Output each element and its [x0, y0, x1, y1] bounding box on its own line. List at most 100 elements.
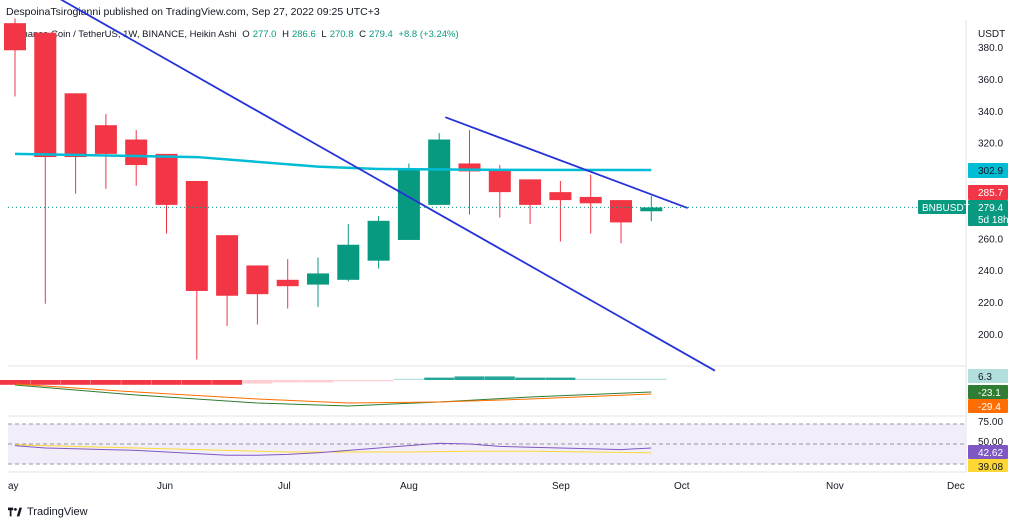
histogram-bar	[60, 380, 91, 385]
candles-layer	[4, 18, 663, 360]
symbol-name[interactable]: Binance Coin / TetherUS, 1W, BINANCE, He…	[14, 29, 237, 40]
rsi-tick-75: 75.00	[978, 417, 1003, 428]
candle-body	[155, 153, 178, 205]
candle-body	[367, 220, 390, 261]
footer: TradingView	[8, 506, 88, 518]
symbol-badge: BNBUSDT	[922, 203, 970, 214]
macd-line	[14, 384, 652, 407]
overlays-layer	[8, 0, 966, 372]
rsi-line	[14, 442, 652, 456]
histogram-bar	[454, 376, 485, 380]
candle-body	[337, 244, 360, 280]
price-tick: 240.0	[978, 266, 1003, 277]
price-axis[interactable]: USDT 380.0 360.0 340.0 320.0 260.0 240.0 220.0 2…	[918, 29, 1009, 473]
candle-body	[549, 192, 572, 201]
histogram-bar	[242, 380, 273, 384]
histogram-bar	[181, 380, 212, 385]
time-label: Nov	[826, 481, 844, 492]
moving-average-line	[14, 152, 652, 172]
candle-body	[185, 180, 208, 291]
trendline[interactable]	[444, 116, 688, 209]
time-axis[interactable]: ay Jun Jul Aug Sep Oct Nov Dec	[8, 481, 965, 492]
histogram-bar	[333, 380, 364, 382]
histogram-bar	[515, 377, 546, 380]
histogram-bar	[393, 378, 424, 380]
close-label: C	[359, 29, 366, 40]
high-price-badge-bg	[968, 185, 1008, 200]
candle-body	[125, 139, 148, 166]
candle-body	[64, 93, 87, 158]
histogram-layer	[0, 376, 667, 407]
high-label: H	[282, 29, 289, 40]
candle-body	[246, 265, 269, 295]
close-value: 279.4	[369, 29, 393, 40]
candle-body	[94, 125, 117, 154]
rsi-layer	[14, 442, 652, 456]
trendline[interactable]	[60, 0, 716, 372]
open-value: 277.0	[252, 29, 277, 40]
histogram-bar	[575, 378, 606, 380]
histogram-bar	[484, 376, 515, 380]
change-value: +8.8 (+3.24%)	[398, 29, 459, 40]
candle-body	[640, 207, 663, 212]
price-tick: 380.0	[978, 43, 1003, 54]
histogram-bar	[90, 380, 121, 385]
candle-body	[307, 273, 329, 285]
rsi-ma-value-badge-bg	[968, 459, 1008, 472]
candle-body	[4, 23, 26, 51]
tradingview-logo-icon	[8, 507, 22, 517]
candle-body	[519, 179, 542, 205]
candle-body	[428, 139, 451, 205]
footer-brand: TradingView	[27, 506, 88, 518]
rsi-value-badge: 42.62	[978, 448, 1003, 459]
histogram-bar	[636, 378, 667, 380]
time-label: ay	[8, 481, 19, 492]
signal-value-badge: -29.4	[978, 402, 1001, 413]
price-tick: 220.0	[978, 298, 1003, 309]
rsi-tick-50: 50.00	[978, 437, 1003, 448]
rsi-ma-value-badge: 39.08	[978, 462, 1003, 473]
symbol-legend: Binance Coin / TetherUS, 1W, BINANCE, He…	[14, 29, 462, 40]
price-tick: 360.0	[978, 75, 1003, 86]
macd-value-badge-bg	[968, 385, 1008, 399]
time-label: Oct	[674, 481, 690, 492]
histogram-bar	[272, 380, 303, 383]
price-tick: 200.0	[978, 330, 1003, 341]
time-label: Jul	[278, 481, 291, 492]
last-price-badge: 279.4	[978, 203, 1003, 214]
histogram-value-badge: 6.3	[978, 372, 992, 383]
candle-body	[276, 279, 299, 287]
histogram-bar	[545, 377, 576, 380]
low-value: 270.8	[329, 29, 354, 40]
histogram-bar	[30, 380, 61, 385]
histogram-bar	[0, 380, 30, 385]
histogram-bar	[606, 378, 636, 380]
rsi-value-badge-bg	[968, 445, 1008, 459]
candle-countdown: 5d 18h	[978, 215, 1009, 226]
candle-body	[488, 169, 511, 193]
price-tick: 340.0	[978, 107, 1003, 118]
histogram-bar	[151, 380, 182, 385]
time-label: Dec	[947, 481, 965, 492]
macd-value-badge: -23.1	[978, 388, 1001, 399]
time-label: Aug	[400, 481, 418, 492]
publisher-header: DespoinaTsirogianni published on Trading…	[6, 6, 380, 18]
candle-body	[579, 196, 602, 204]
ma-price-badge: 302.9	[978, 166, 1003, 177]
histogram-value-badge-bg	[968, 369, 1008, 383]
currency-label: USDT	[978, 29, 1005, 40]
signal-value-badge-bg	[968, 399, 1008, 413]
price-tick: 260.0	[978, 234, 1003, 245]
low-label: L	[321, 29, 327, 40]
time-label: Jun	[157, 481, 173, 492]
histogram-bar	[363, 380, 394, 382]
high-price-badge: 285.7	[978, 188, 1003, 199]
candle-body	[397, 169, 420, 240]
symbol-badge-bg	[918, 200, 966, 214]
last-price-badge-bg	[968, 200, 1008, 226]
candle-body	[216, 235, 239, 296]
time-label: Sep	[552, 481, 570, 492]
histogram-bar	[212, 380, 243, 385]
signal-line	[14, 383, 652, 404]
